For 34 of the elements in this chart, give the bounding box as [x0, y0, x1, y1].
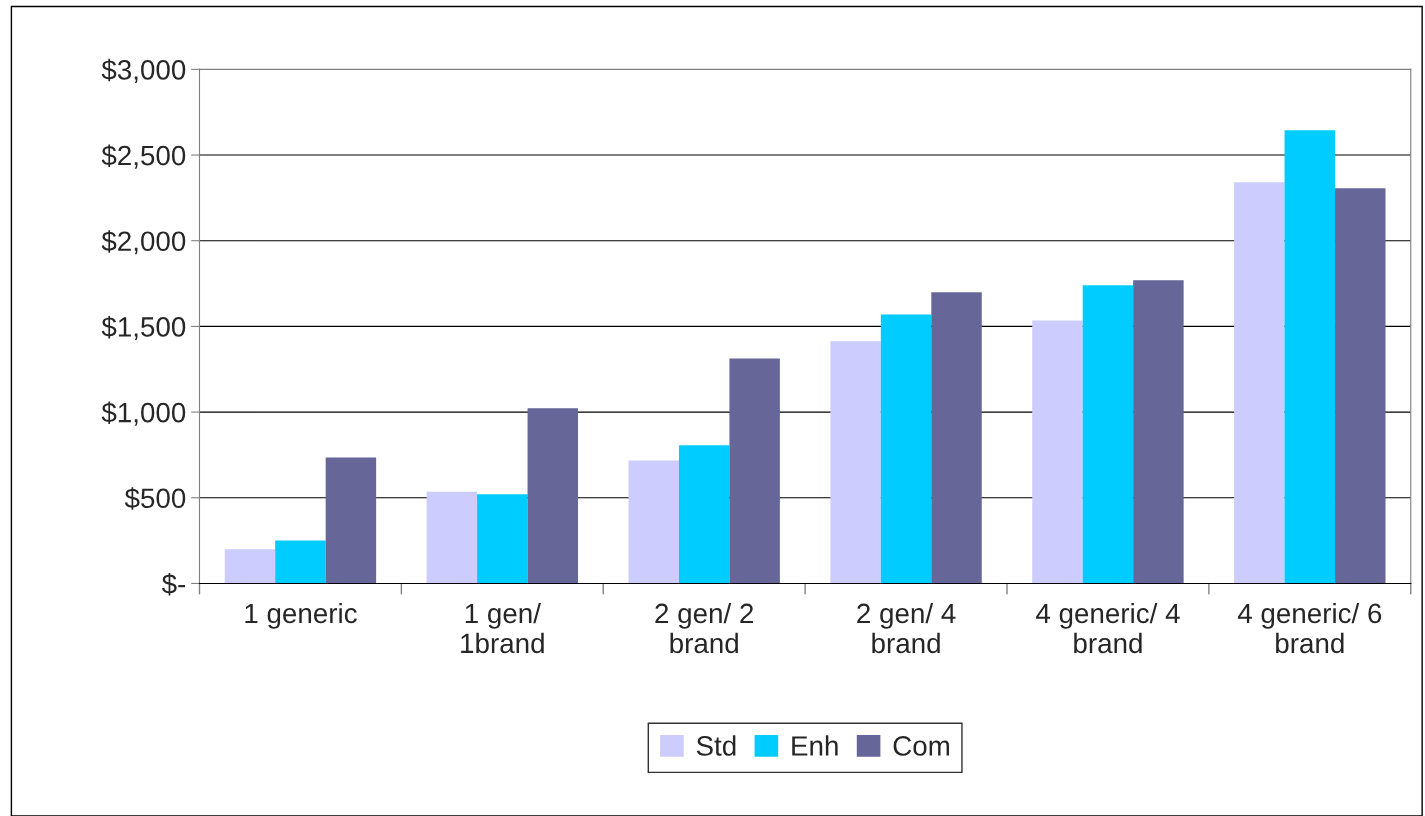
bar	[477, 494, 528, 584]
bar	[931, 292, 982, 584]
x-tick-label: 4 generic/ 4 brand	[1036, 602, 1180, 654]
bar	[527, 408, 579, 584]
bar	[880, 314, 932, 584]
bar	[1284, 130, 1336, 584]
x-tick-label: 1 gen/ 1brand	[461, 602, 544, 654]
bar	[729, 358, 780, 584]
x-tick-label: 4 generic/ 6 brand	[1237, 602, 1382, 654]
bar	[628, 460, 679, 584]
legend-label: Enh	[792, 735, 838, 756]
y-tick-label: $500	[124, 487, 186, 510]
bar	[1133, 280, 1184, 584]
bar	[1335, 188, 1386, 584]
x-tick-label: 1 generic	[245, 602, 357, 629]
y-tick-label: $2,000	[101, 230, 186, 255]
y-tick-label: $1,500	[101, 315, 186, 341]
bar	[275, 540, 326, 584]
legend-label: Std	[696, 735, 736, 756]
bar	[426, 491, 478, 584]
x-tick-label: 2 gen/ 2 brand	[655, 602, 753, 654]
bar	[678, 445, 730, 584]
bar	[1234, 182, 1285, 584]
bar	[1032, 320, 1083, 584]
y-tick-label: $2,500	[101, 144, 186, 169]
bar	[830, 341, 881, 584]
bar	[1082, 285, 1134, 584]
bar	[325, 457, 377, 584]
legend-label: Com	[893, 736, 950, 756]
y-tick-label: $-	[161, 572, 186, 596]
y-tick-label: $3,000	[101, 58, 186, 83]
bar	[224, 549, 276, 584]
x-tick-label: 2 gen/ 4 brand	[857, 602, 956, 654]
y-tick-label: $1,000	[101, 401, 186, 426]
